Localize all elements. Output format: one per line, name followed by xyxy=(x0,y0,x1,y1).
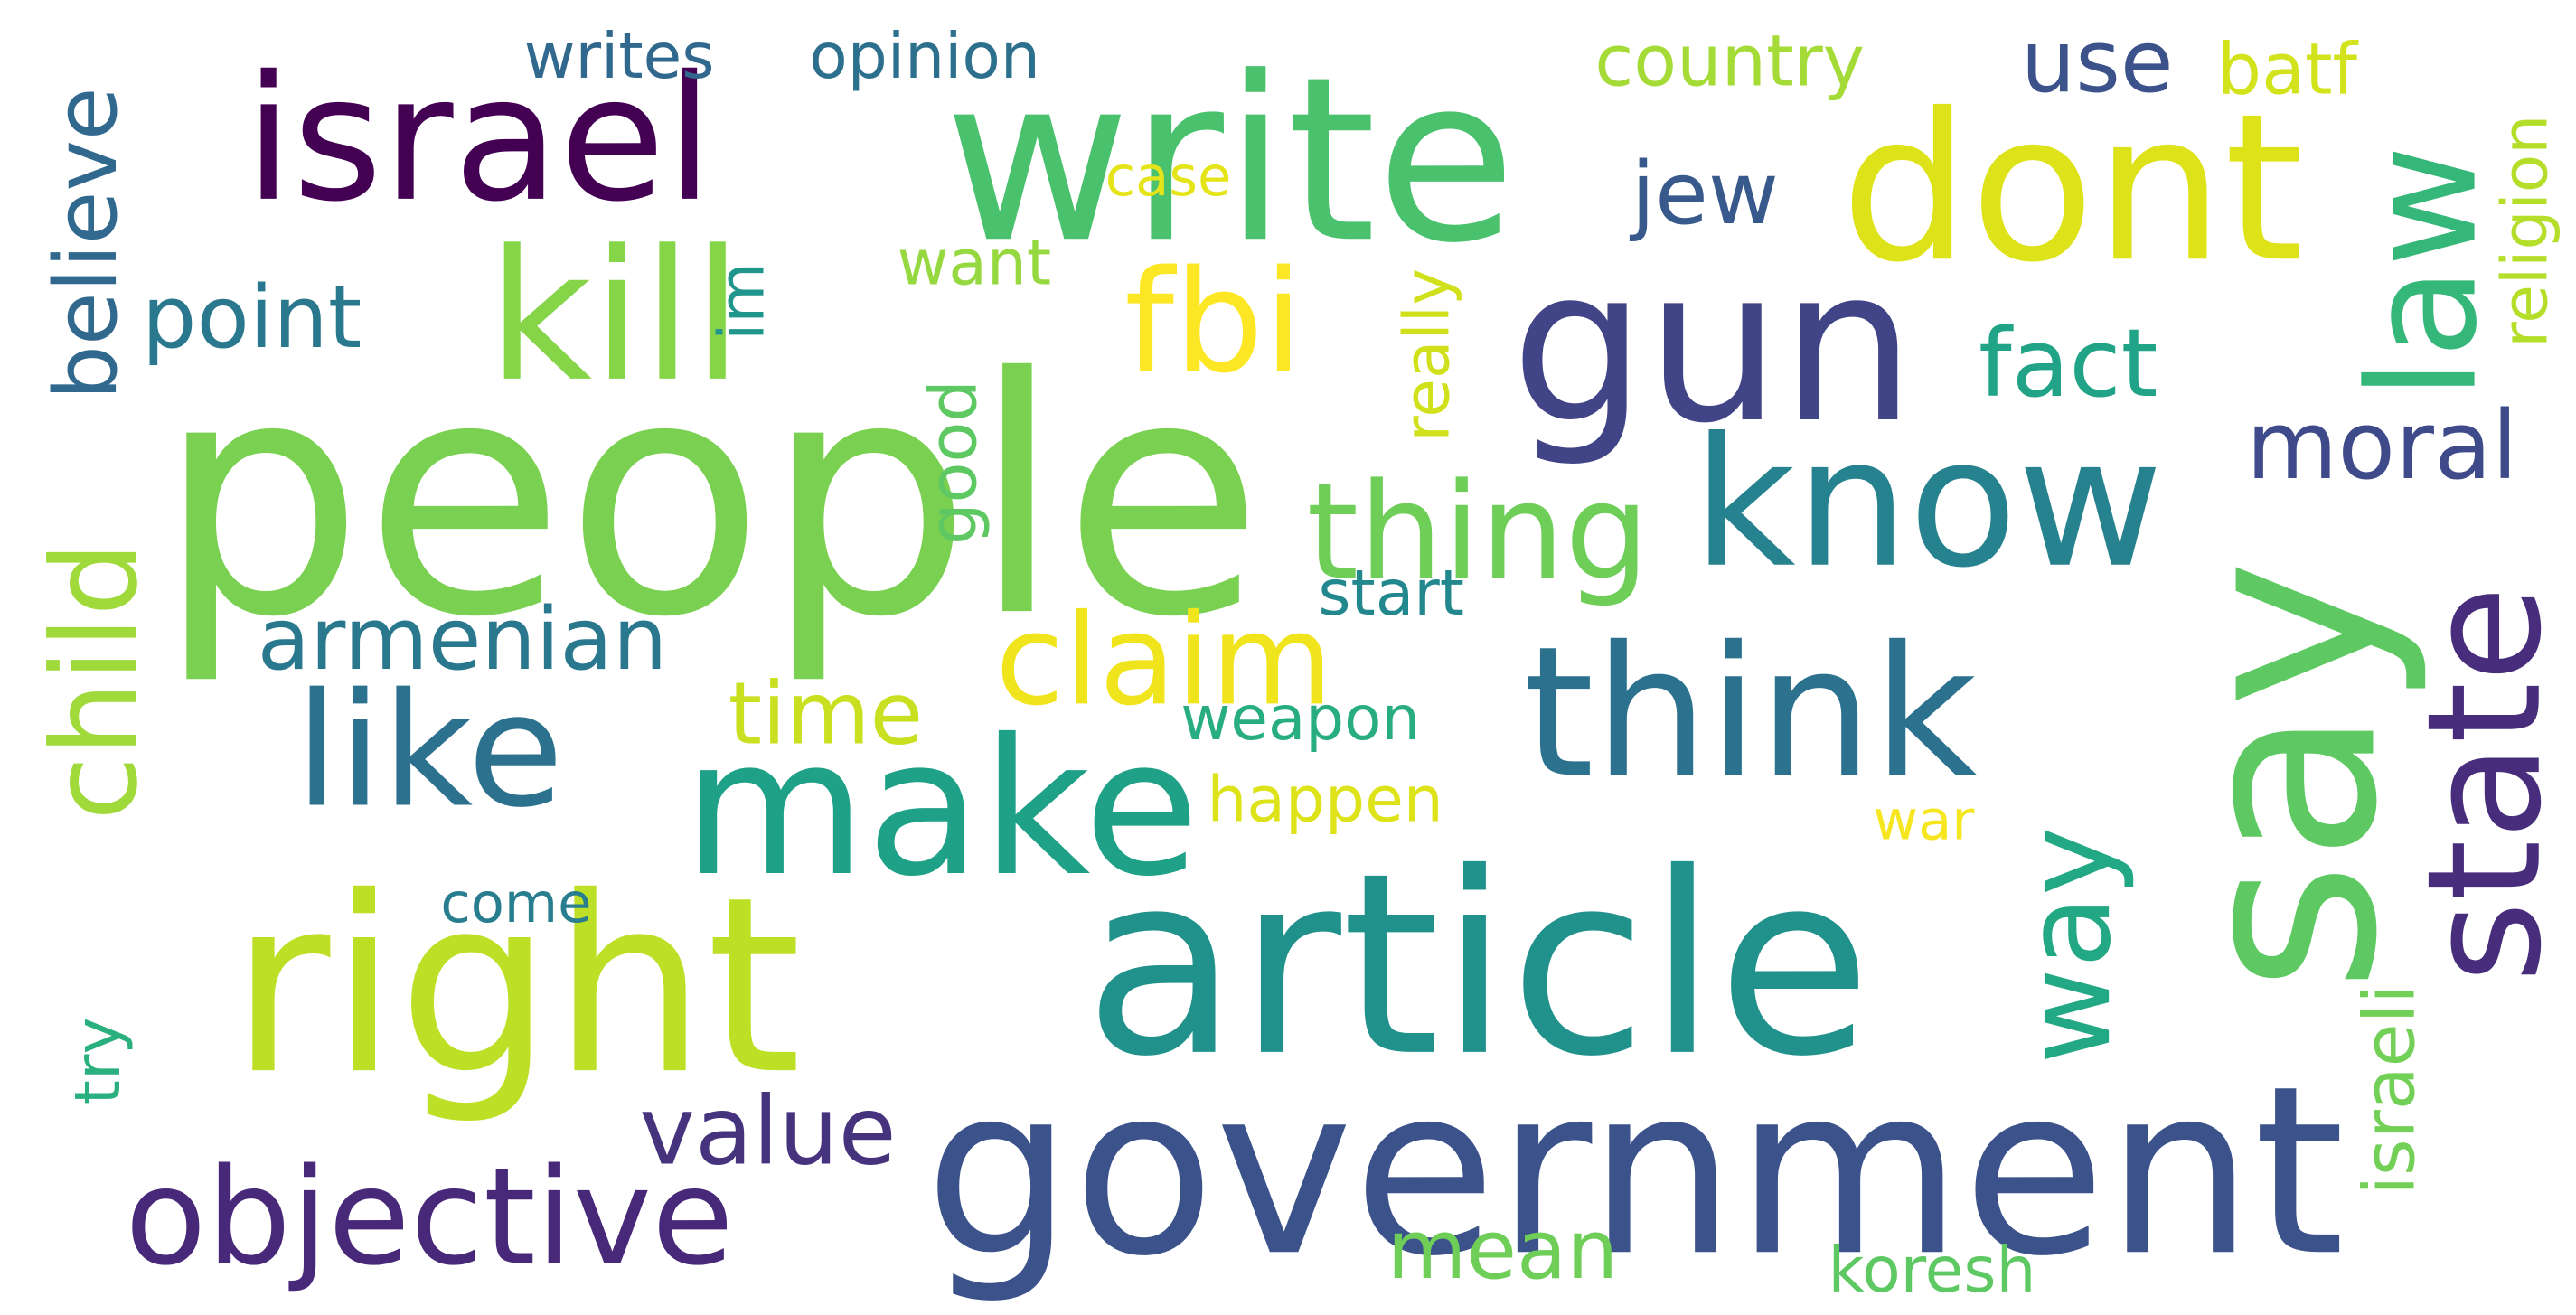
word-jew: jew xyxy=(1631,142,1779,244)
word-like: like xyxy=(295,659,564,842)
word-case: case xyxy=(1105,146,1232,210)
word-come: come xyxy=(440,871,592,935)
word-really: really xyxy=(1391,268,1464,442)
word-think: think xyxy=(1523,608,1978,819)
word-fact: fact xyxy=(1978,307,2158,418)
word-kill: kill xyxy=(487,211,743,422)
word-value: value xyxy=(639,1075,897,1187)
word-objective: objective xyxy=(125,1139,734,1295)
word-thing: thing xyxy=(1306,454,1650,610)
word-happen: happen xyxy=(1207,764,1443,837)
word-want: want xyxy=(897,227,1052,300)
word-fbi: fbi xyxy=(1124,240,1303,405)
word-war: war xyxy=(1873,789,1975,853)
word-gun: gun xyxy=(1510,223,1916,471)
word-make: make xyxy=(682,700,1200,919)
word-people: people xyxy=(156,309,1264,690)
word-writes: writes xyxy=(523,21,715,94)
word-government: government xyxy=(925,1036,2346,1308)
word-koresh: koresh xyxy=(1828,1235,2036,1308)
word-batf: batf xyxy=(2216,29,2358,111)
word-right: right xyxy=(230,845,802,1129)
word-article: article xyxy=(1084,819,1872,1112)
word-point: point xyxy=(141,266,362,368)
word-try: try xyxy=(61,1017,135,1105)
word-state: state xyxy=(2393,585,2576,983)
word-israel: israel xyxy=(244,39,714,240)
word-dont: dont xyxy=(1840,70,2305,308)
word-opinion: opinion xyxy=(809,21,1040,94)
word-country: country xyxy=(1594,21,1866,103)
word-time: time xyxy=(728,662,924,765)
word-believe: believe xyxy=(35,87,137,400)
word-law: law xyxy=(2336,145,2510,400)
word-write: write xyxy=(944,28,1517,294)
word-claim: claim xyxy=(995,587,1333,734)
word-good: good xyxy=(915,380,992,545)
word-way: way xyxy=(1999,826,2138,1065)
word-armenian: armenian xyxy=(257,588,668,690)
word-mean: mean xyxy=(1387,1202,1619,1298)
word-say: say xyxy=(2140,559,2433,993)
word-weapon: weapon xyxy=(1180,681,1421,754)
word-israeli: israeli xyxy=(2349,983,2431,1196)
word-start: start xyxy=(1318,557,1465,630)
word-religion: religion xyxy=(2489,114,2562,348)
word-im: im xyxy=(706,261,779,341)
word-child: child xyxy=(25,541,164,822)
word-know: know xyxy=(1692,399,2164,607)
word-moral: moral xyxy=(2245,390,2518,502)
word-use: use xyxy=(2020,10,2174,112)
